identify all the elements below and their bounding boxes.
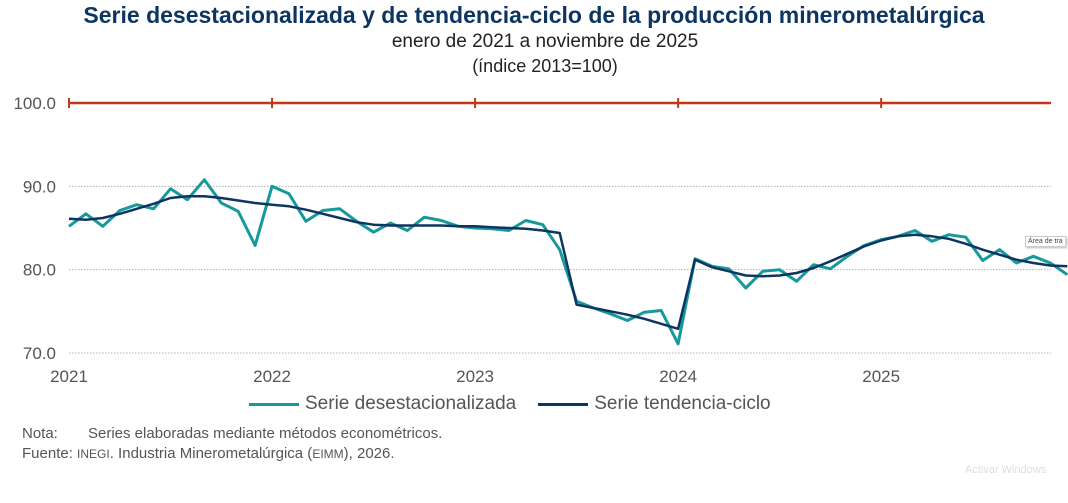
x-tick-label: 2022 [253,367,291,386]
chart-subtitle: enero de 2021 a noviembre de 2025 [391,31,699,52]
chart-subtitle-index: (índice 2013=100) [472,56,618,76]
source-label: Fuente: [22,445,73,462]
x-tick-label: 2021 [50,367,88,386]
note-line: Nota: Series elaboradas mediante métodos … [22,424,442,444]
chart-title: Serie desestacionalizada y de tendencia-… [83,2,985,28]
legend: Serie desestacionalizada Serie tendencia… [249,393,793,415]
notes: Nota: Series elaboradas mediante métodos … [22,424,442,464]
legend-swatch-teal [249,402,299,406]
y-tick-label: 100.0 [13,94,56,113]
source-abbr: EIMM [312,447,344,461]
y-tick-label: 70.0 [23,344,56,363]
legend-item-desestacionalizada[interactable]: Serie desestacionalizada [249,393,516,415]
series-line-tendencia-ciclo [68,195,1068,331]
y-tick-label: 90.0 [23,177,56,196]
legend-swatch-navy [538,402,589,406]
series-line-desestacionalizada [68,178,1068,346]
legend-label: Serie tendencia-ciclo [594,393,771,414]
y-tick-label: 80.0 [23,261,56,280]
x-tick-label: 2023 [456,367,494,386]
x-tick-label: 2024 [659,367,697,386]
source-org: INEGI [77,447,110,461]
line-chart: 70.0 80.0 90.0 100.0 2021 2022 2023 2024 2025 [13,94,1068,386]
note-text: Series elaboradas mediante métodos econo… [88,425,443,442]
note-label: Nota: [22,425,58,442]
source-line: Fuente: INEGI. Industria Minerometalúrgi… [22,444,442,464]
source-text-end: ), 2026. [343,445,395,462]
source-text: . Industria Minerometalúrgica ( [109,445,313,462]
legend-item-tendencia[interactable]: Serie tendencia-ciclo [538,393,771,415]
watermark: Activar Windows [965,464,1047,476]
tooltip: Área de tra [1025,236,1066,247]
x-tick-label: 2025 [862,367,900,386]
legend-label: Serie desestacionalizada [305,393,517,414]
